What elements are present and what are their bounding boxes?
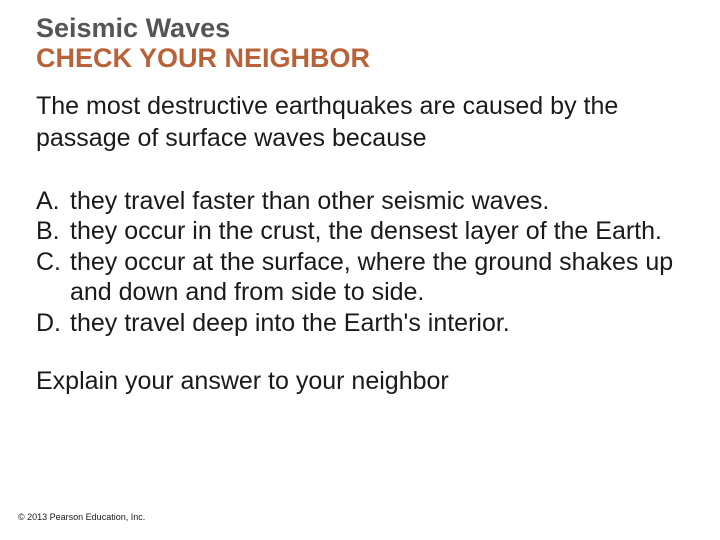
option-text: they travel faster than other seismic wa… [70,186,549,217]
copyright-text: © 2013 Pearson Education, Inc. [18,512,145,522]
option-marker: C. [36,247,70,308]
check-neighbor-title: CHECK YOUR NEIGHBOR [36,44,684,74]
explain-prompt: Explain your answer to your neighbor [36,366,684,397]
option-a: A. they travel faster than other seismic… [36,186,684,217]
option-text: they occur in the crust, the densest lay… [70,216,662,247]
option-marker: B. [36,216,70,247]
option-c: C. they occur at the surface, where the … [36,247,684,308]
answer-options: A. they travel faster than other seismic… [36,186,684,339]
option-marker: D. [36,308,70,339]
topic-title: Seismic Waves [36,14,684,44]
slide-container: Seismic Waves CHECK YOUR NEIGHBOR The mo… [0,0,720,540]
option-b: B. they occur in the crust, the densest … [36,216,684,247]
option-marker: A. [36,186,70,217]
option-text: they occur at the surface, where the gro… [70,247,684,308]
option-text: they travel deep into the Earth's interi… [70,308,510,339]
question-stem: The most destructive earthquakes are cau… [36,91,684,154]
option-d: D. they travel deep into the Earth's int… [36,308,684,339]
